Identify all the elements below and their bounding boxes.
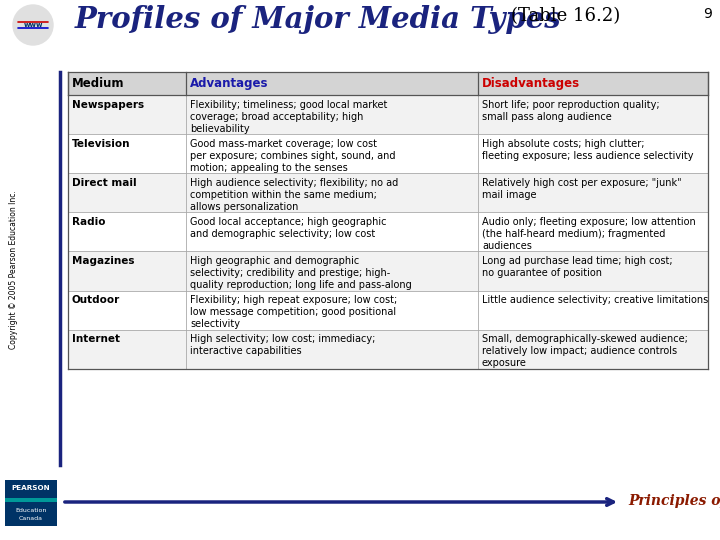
- Text: (Table 16.2): (Table 16.2): [511, 7, 620, 25]
- Bar: [68, 291, 708, 329]
- Bar: [68, 134, 708, 173]
- Text: Flexibility; high repeat exposure; low cost;
low message competition; good posit: Flexibility; high repeat exposure; low c…: [190, 295, 397, 329]
- Text: High geographic and demographic
selectivity; credibility and prestige; high-
qua: High geographic and demographic selectiv…: [190, 256, 412, 290]
- Bar: [68, 95, 708, 134]
- Text: Long ad purchase lead time; high cost;
no guarantee of position: Long ad purchase lead time; high cost; n…: [482, 256, 672, 278]
- Text: Principles of Marketing,: Principles of Marketing,: [628, 494, 720, 508]
- Text: Newspapers: Newspapers: [72, 99, 144, 110]
- Text: Direct mail: Direct mail: [72, 178, 137, 188]
- Bar: [5, 498, 57, 502]
- Text: Little audience selectivity; creative limitations: Little audience selectivity; creative li…: [482, 295, 708, 305]
- Bar: [5, 480, 57, 526]
- Text: Flexibility; timeliness; good local market
coverage; broad acceptability; high
b: Flexibility; timeliness; good local mark…: [190, 99, 387, 133]
- Text: Relatively high cost per exposure; "junk"
mail image: Relatively high cost per exposure; "junk…: [482, 178, 682, 200]
- Bar: [68, 212, 708, 252]
- Text: Education: Education: [15, 508, 47, 512]
- Text: Disadvantages: Disadvantages: [482, 77, 580, 90]
- Text: Short life; poor reproduction quality;
small pass along audience: Short life; poor reproduction quality; s…: [482, 99, 660, 122]
- Bar: [68, 252, 708, 291]
- Text: www: www: [23, 22, 42, 28]
- Text: High audience selectivity; flexibility; no ad
competition within the same medium: High audience selectivity; flexibility; …: [190, 178, 398, 212]
- Text: Television: Television: [72, 139, 130, 148]
- Text: High selectivity; low cost; immediacy;
interactive capabilities: High selectivity; low cost; immediacy; i…: [190, 334, 375, 356]
- Text: Internet: Internet: [72, 334, 120, 344]
- Circle shape: [13, 5, 53, 45]
- Text: Canada: Canada: [19, 516, 43, 521]
- Bar: [68, 173, 708, 212]
- Bar: [68, 329, 708, 369]
- Bar: [68, 72, 708, 95]
- Text: Good mass-market coverage; low cost
per exposure; combines sight, sound, and
mot: Good mass-market coverage; low cost per …: [190, 139, 395, 173]
- Text: Magazines: Magazines: [72, 256, 135, 266]
- Text: Medium: Medium: [72, 77, 125, 90]
- Text: Good local acceptance; high geographic
and demographic selectivity; low cost: Good local acceptance; high geographic a…: [190, 217, 387, 239]
- Text: Outdoor: Outdoor: [72, 295, 120, 305]
- Text: Radio: Radio: [72, 217, 106, 227]
- Text: Profiles of Major Media Types: Profiles of Major Media Types: [75, 5, 562, 34]
- Text: Audio only; fleeting exposure; low attention
(the half-heard medium); fragmented: Audio only; fleeting exposure; low atten…: [482, 217, 696, 251]
- Text: PEARSON: PEARSON: [12, 485, 50, 491]
- Text: Copyright © 2005 Pearson Education Inc.: Copyright © 2005 Pearson Education Inc.: [9, 191, 19, 349]
- Text: High absolute costs; high clutter;
fleeting exposure; less audience selectivity: High absolute costs; high clutter; fleet…: [482, 139, 693, 160]
- Text: 9: 9: [703, 7, 712, 21]
- Text: Small, demographically-skewed audience;
relatively low impact; audience controls: Small, demographically-skewed audience; …: [482, 334, 688, 368]
- Text: Advantages: Advantages: [190, 77, 269, 90]
